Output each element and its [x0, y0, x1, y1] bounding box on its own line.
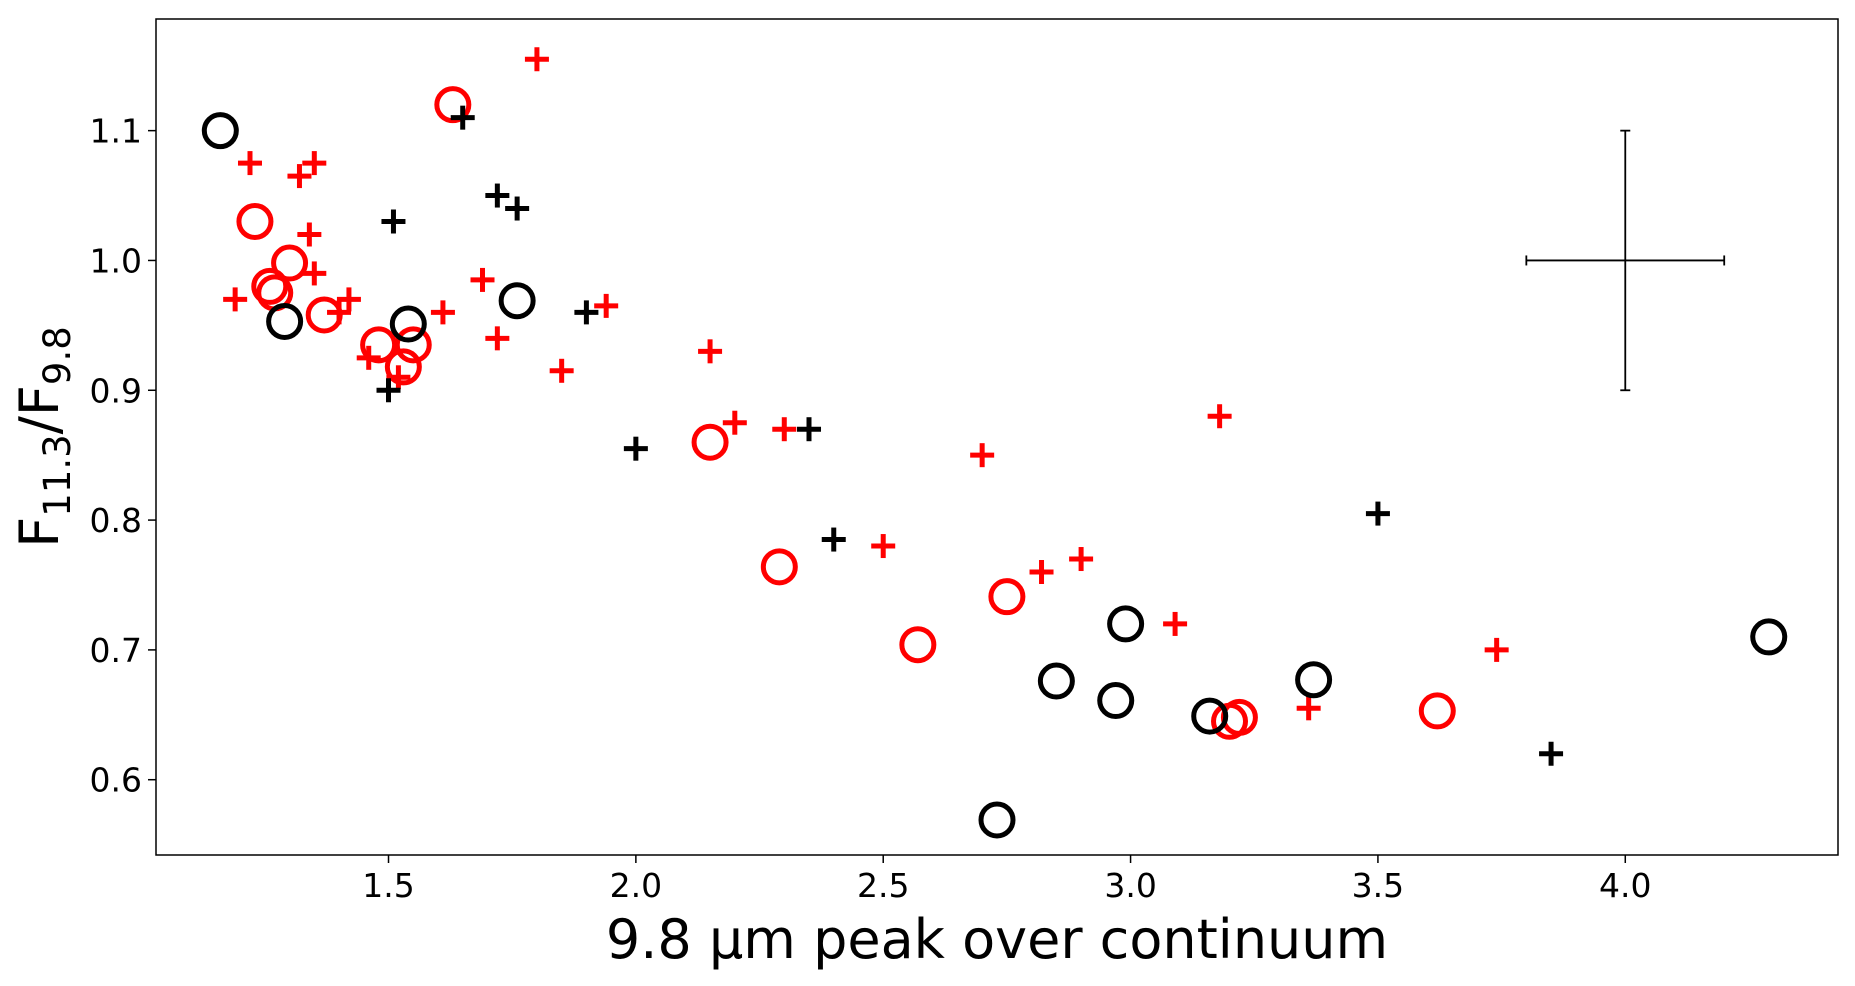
- plot-frame: [155, 18, 1839, 856]
- plus-marker: [524, 47, 549, 72]
- circle-marker: [988, 578, 1026, 616]
- circle-marker: [1750, 618, 1788, 656]
- x-axis: 1.5 2.0 2.5 3.0 3.5 4.0: [362, 855, 1652, 905]
- plus-marker: [237, 151, 262, 176]
- plus-marker: [821, 527, 846, 552]
- x-tick-label: 3.0: [1104, 866, 1156, 905]
- plus-marker: [430, 300, 455, 325]
- circle-marker: [691, 423, 729, 461]
- plus-marker: [1365, 501, 1390, 526]
- x-tick-label: 1.5: [362, 866, 414, 905]
- circle-marker: [271, 244, 309, 282]
- circle-marker: [760, 548, 798, 586]
- error-bar-example: [1525, 129, 1726, 392]
- plus-marker: [1069, 547, 1094, 572]
- plus-marker: [302, 261, 327, 286]
- plus-marker: [381, 209, 406, 234]
- x-axis-label: 9.8 μm peak over continuum: [606, 908, 1388, 971]
- circle-marker: [1295, 661, 1333, 699]
- plus-marker: [698, 339, 723, 364]
- circle-marker: [394, 326, 432, 364]
- circle-marker: [434, 86, 472, 124]
- y-tick-label: 1.0: [90, 241, 142, 280]
- plus-marker: [302, 151, 327, 176]
- circle-marker: [236, 203, 274, 241]
- x-tick-label: 4.0: [1599, 866, 1651, 905]
- plus-marker: [485, 326, 510, 351]
- circle-marker: [384, 348, 422, 386]
- circle-marker: [389, 305, 427, 343]
- plus-marker: [470, 267, 495, 292]
- plus-marker: [970, 443, 995, 468]
- y-axis: 0.6 0.7 0.8 0.9 1.0 1.1: [90, 112, 156, 800]
- plus-marker: [1163, 611, 1188, 636]
- plus-marker: [772, 417, 797, 442]
- plus-marker: [722, 410, 747, 435]
- y-tick-label: 1.1: [90, 112, 142, 151]
- x-tick-label: 2.5: [857, 866, 909, 905]
- circle-marker: [360, 326, 398, 364]
- y-tick-label: 0.8: [90, 501, 142, 540]
- circle-marker: [1418, 692, 1456, 730]
- y-axis-label: F11.3/F9.8: [8, 326, 79, 548]
- plus-marker: [574, 300, 599, 325]
- y-tick-label: 0.6: [90, 761, 142, 800]
- plus-marker: [297, 222, 322, 247]
- plus-marker: [505, 196, 530, 221]
- plus-marker: [623, 436, 648, 461]
- circle-marker: [1037, 662, 1075, 700]
- data-points: [201, 47, 1788, 839]
- circle-marker: [1097, 682, 1135, 720]
- plus-marker: [1539, 741, 1564, 766]
- circle-marker: [251, 267, 289, 305]
- plus-marker: [1296, 696, 1321, 721]
- y-tick-label: 0.9: [90, 371, 142, 410]
- plus-marker: [871, 534, 896, 559]
- circle-marker: [266, 302, 304, 340]
- plus-marker: [1029, 560, 1054, 585]
- x-tick-label: 3.5: [1352, 866, 1404, 905]
- plus-marker: [485, 183, 510, 208]
- circle-marker: [978, 801, 1016, 839]
- circle-marker: [1191, 697, 1229, 735]
- circle-marker: [1107, 605, 1145, 643]
- plus-marker: [1207, 404, 1232, 429]
- plus-marker: [594, 293, 619, 318]
- circle-marker: [201, 112, 239, 150]
- plus-marker: [549, 358, 574, 383]
- plus-marker: [223, 287, 248, 312]
- y-tick-label: 0.7: [90, 631, 142, 670]
- plus-marker: [376, 378, 401, 403]
- plus-marker: [450, 105, 475, 130]
- plus-marker: [1484, 637, 1509, 662]
- plus-marker: [797, 417, 822, 442]
- plus-marker: [287, 164, 312, 189]
- plus-marker: [336, 287, 361, 312]
- circle-marker: [498, 282, 536, 320]
- circle-marker: [305, 296, 343, 334]
- x-tick-label: 2.0: [610, 866, 662, 905]
- circle-marker: [899, 626, 937, 664]
